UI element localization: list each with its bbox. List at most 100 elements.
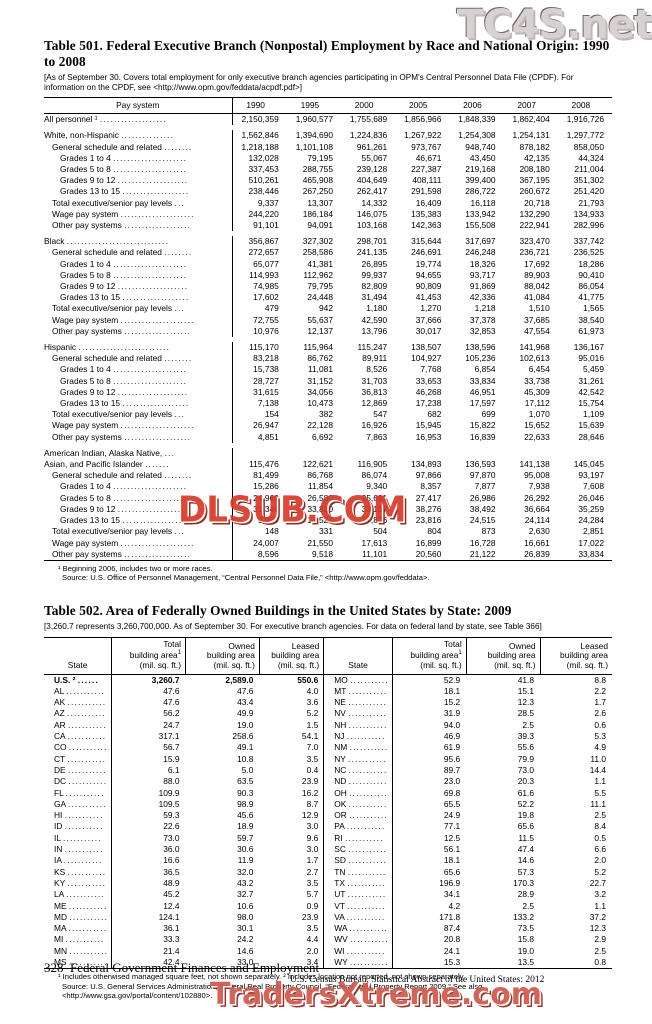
cell-2006: 1,254,308 (458, 130, 496, 141)
cell-owned: 45.6 (237, 810, 254, 821)
cell-1995: 21,550 (307, 537, 333, 548)
cell-2008: 95,016 (578, 353, 604, 364)
state-label: TX ........... (323, 877, 393, 890)
cell-owned: 13.5 (517, 957, 535, 968)
cell-1990: 154 (264, 409, 279, 420)
table-row: KY ........... 48.9 43.2 3.5 TX ........... 1… (44, 877, 612, 890)
cell-2000: 1,755,689 (349, 114, 388, 125)
table-501-bottom-rule (44, 560, 612, 561)
row-label: Grades 1 to 4 ..................... (44, 152, 233, 164)
cell-total: 15.2 (443, 697, 461, 708)
cell-1995: 14,524 (307, 515, 333, 526)
table-501-header-rule (44, 113, 612, 115)
table-row: AR ........... 24.7 19.0 1.5 NH ........... 9… (44, 719, 612, 732)
cell-2007: 141,968 (519, 342, 550, 353)
cell-2000: 103,168 (356, 220, 388, 231)
col-header-year-1990: 1990 (246, 100, 265, 111)
cell-total: 48.9 (163, 877, 180, 888)
cell-total: 24.9 (443, 810, 461, 821)
cell-2007: 45,309 (524, 386, 550, 397)
cell-2008: 31,261 (578, 375, 604, 386)
cell-owned: 10.8 (237, 753, 254, 764)
cell-leased: 22.7 (589, 877, 606, 888)
table-501-block: Table 501. Federal Executive Branch (Non… (44, 38, 612, 583)
cell-total: 36.0 (163, 844, 180, 855)
cell-total: 124.1 (158, 911, 180, 922)
cell-2005: 94,655 (415, 269, 442, 280)
state-label: WV ........... (323, 934, 393, 946)
col-header-year-2006: 2006 (463, 100, 482, 111)
cell-total: 65.6 (443, 866, 461, 877)
table-502-source: Source: U.S. General Services Administra… (62, 981, 483, 1001)
cell-1990: 26,947 (253, 420, 279, 431)
cell-2000: 86,074 (361, 470, 388, 481)
table-row: FL ........... 109.9 90.3 16.2 OH ..........… (44, 787, 612, 799)
cell-1990: 8,596 (257, 548, 279, 559)
cell-leased: 0.5 (594, 832, 606, 843)
row-label: Other pay systems ................... (44, 548, 233, 561)
cell-owned: 39.3 (517, 731, 535, 742)
cell-leased: 7.0 (259, 742, 325, 754)
table-row: AZ ........... 56.2 49.9 5.2 NV ........... 3… (44, 708, 612, 720)
cell-total: 73.0 (163, 832, 180, 843)
cell-total: 31.9 (443, 708, 461, 719)
cell-owned: 11.5 (518, 832, 535, 843)
cell-2000: 17,876 (361, 515, 388, 526)
state-label: UT ........... (323, 889, 393, 901)
cell-total: 88.0 (163, 776, 180, 787)
col-header-leased-left: Leased building area (mil. sq. ft.) (259, 637, 325, 675)
row-label: Black ............................. (44, 236, 233, 248)
cell-total: 77.1 (443, 821, 461, 832)
col-header-total-left: Total building area1 (mil. sq. ft.) (111, 637, 187, 675)
cell-1995: 55,637 (307, 314, 333, 325)
cell-1995: 465,908 (302, 175, 333, 186)
cell-leased: 2.6 (594, 708, 606, 719)
cell-2008: 1,916,726 (566, 114, 604, 125)
cell-2008 (558, 448, 612, 459)
cell-total: 36.1 (163, 923, 180, 934)
cell-2005: 46,268 (415, 386, 442, 397)
cell-total: 69.8 (443, 787, 461, 798)
table-row: ID ........... 22.6 18.9 3.0 PA ........... 7… (44, 821, 612, 833)
cell-1990: 115,170 (249, 342, 279, 353)
state-label: OR ........... (323, 810, 393, 822)
state-label: DE ........... (44, 764, 113, 777)
cell-1990: 132,028 (248, 152, 279, 163)
state-label: FL ........... (44, 787, 113, 799)
cell-2007: 22,633 (524, 431, 550, 442)
cell-total: 56.1 (443, 844, 461, 855)
cell-2008: 42,542 (578, 386, 604, 397)
table-row: Total executive/senior pay levels ... 148… (44, 526, 612, 538)
cell-2000: 961,261 (356, 141, 388, 152)
cell-2000: 239,128 (356, 164, 388, 174)
table-row: CO ........... 56.7 49.1 7.0 NM ........... 6… (44, 742, 612, 754)
cell-leased: 4.0 (259, 685, 325, 698)
cell-1995: 31,152 (307, 375, 333, 386)
cell-2006: 138,596 (465, 342, 496, 353)
cell-owned: 14.6 (517, 855, 535, 866)
cell-2000: 42,590 (361, 314, 388, 325)
cell-owned: 73.0 (517, 764, 535, 775)
cell-1990: 15,738 (253, 364, 279, 375)
cell-2005: 30,017 (415, 325, 442, 336)
cell-2006: 16,839 (469, 431, 496, 442)
state-label: MO ........... (323, 674, 393, 686)
cell-1990: 244,220 (248, 208, 279, 219)
cell-leased: 8.7 (259, 798, 325, 811)
table-502-block: Table 502. Area of Federally Owned Build… (44, 603, 612, 1001)
cell-1995: 11,854 (307, 481, 333, 492)
row-label: Grades 13 to 15 ................... (44, 398, 233, 410)
table-row: IA ........... 16.6 11.9 1.7 SD ........... 1… (44, 855, 612, 867)
cell-total: 4.2 (448, 900, 461, 911)
cell-owned: 43.2 (237, 877, 254, 888)
cell-owned: 15.8 (517, 934, 535, 945)
cell-2000: 1,224,836 (349, 130, 388, 141)
cell-2007: 132,290 (519, 208, 550, 219)
table-row: AL ........... 47.6 47.6 4.0 MT ........... 1… (44, 685, 612, 698)
cell-2000: 262,417 (356, 186, 388, 197)
row-label: General schedule and related ........ (44, 141, 233, 153)
cell-leased: 2.5 (594, 810, 606, 821)
cell-owned: 2,589.0 (225, 674, 254, 685)
cell-1990: 31,615 (253, 386, 279, 397)
